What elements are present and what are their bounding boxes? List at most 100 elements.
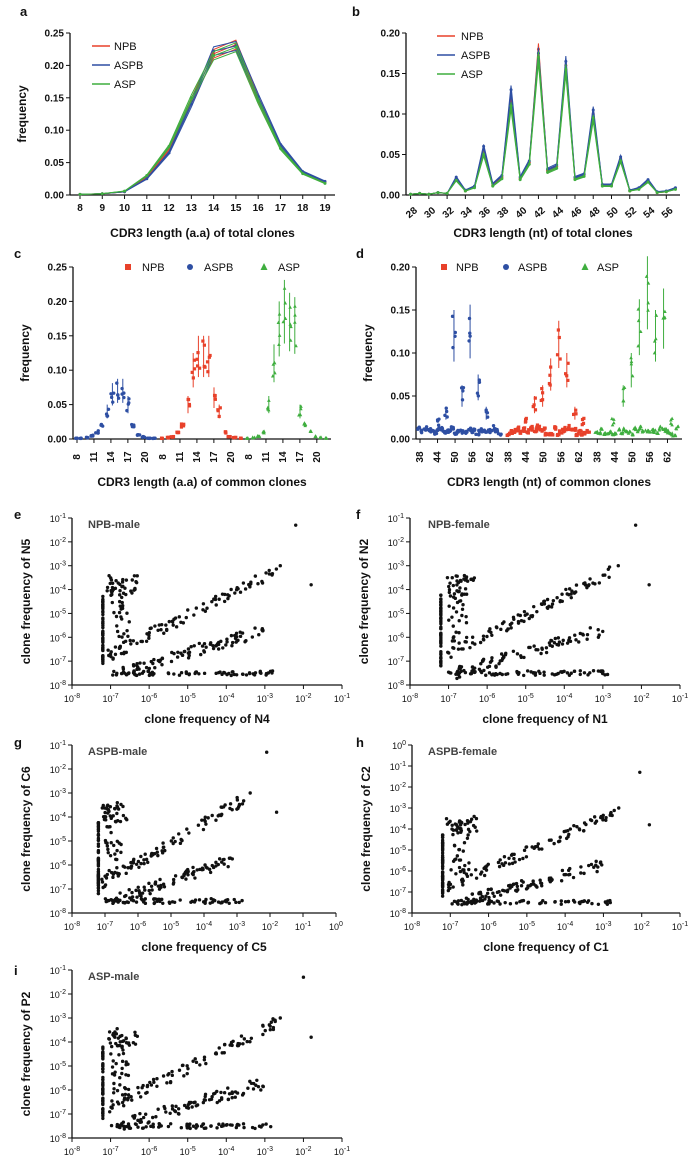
panel-f-data-point xyxy=(495,672,499,677)
panel-i-data-point xyxy=(194,1060,199,1065)
panel-c-data-point xyxy=(151,436,155,441)
panel-d-data-point xyxy=(668,431,672,435)
panel-i-data-point xyxy=(122,1127,126,1131)
panel-e-data-point xyxy=(117,646,122,651)
panel-d-data-point xyxy=(440,426,445,431)
panel-g-data-point xyxy=(180,875,184,879)
panel-e-data-point xyxy=(241,672,245,676)
panel-e-data-point xyxy=(122,650,126,655)
panel-g-data-point xyxy=(96,842,101,846)
panel-d-data-point xyxy=(673,433,678,437)
panel-f-x-tick-label: 10-6 xyxy=(479,693,495,704)
panel-d-data-point xyxy=(596,431,601,435)
panel-e-data-point xyxy=(253,574,258,578)
panel-c-data-point xyxy=(208,353,212,358)
panel-c-data-point xyxy=(192,358,197,362)
panel-f-data-point xyxy=(458,578,463,583)
panel-d-data-point xyxy=(517,425,521,429)
panel-g-data-point xyxy=(100,880,105,884)
panel-g-data-point xyxy=(200,867,204,872)
panel-b-data-point xyxy=(454,175,458,179)
panel-d-data-point xyxy=(424,426,428,430)
panel-f-data-point xyxy=(578,669,582,673)
panel-i-data-point xyxy=(249,1036,254,1040)
panel-e-data-point xyxy=(120,606,125,611)
panel-g-data-point xyxy=(138,893,142,897)
panel-e-data-point xyxy=(227,671,231,676)
panel-e-data-point xyxy=(152,657,156,662)
panel-i-data-point xyxy=(121,1103,126,1108)
panel-f-y-tick-label: 10-2 xyxy=(388,537,404,548)
panel-c-y-tick-label: 0.10 xyxy=(48,366,68,377)
panel-g-data-point xyxy=(103,838,108,843)
panel-g-data-point xyxy=(131,861,135,865)
panel-g-data-point xyxy=(143,852,147,856)
panel-e-data-point xyxy=(208,642,213,647)
panel-h-data-point xyxy=(474,816,479,821)
panel-e-data-point xyxy=(115,629,120,634)
panel-e-data-point xyxy=(121,577,125,582)
panel-i-data-point xyxy=(217,1046,221,1050)
panel-h-data-point xyxy=(609,810,613,815)
panel-g-data-point xyxy=(209,896,213,901)
panel-d-data-point xyxy=(469,428,473,433)
panel-h-data-point xyxy=(484,894,488,898)
panel-h-data-point xyxy=(502,855,507,859)
panel-g-y-tick-label: 10-8 xyxy=(50,908,66,919)
panel-d-data-point xyxy=(533,408,538,412)
panel-d-x-tick-label: 56 xyxy=(556,451,567,463)
panel-f-data-point xyxy=(490,673,494,677)
panel-h-data-point xyxy=(469,873,474,877)
panel-f-data-point xyxy=(555,596,559,600)
panel-b-x-tick-label: 34 xyxy=(459,205,475,221)
panel-f-data-point xyxy=(539,651,543,656)
panel-h-data-point xyxy=(548,880,553,884)
panel-e-data-point xyxy=(120,595,124,600)
panel-d-data-point xyxy=(537,424,542,428)
panel-e-data-point xyxy=(244,673,249,677)
panel-i-data-point xyxy=(170,1104,175,1108)
panel-i-data-point xyxy=(123,1087,128,1091)
panel-i-data-point xyxy=(177,1112,181,1116)
panel-e-data-point xyxy=(174,625,179,629)
panel-i-data-point xyxy=(121,1124,126,1128)
panel-c-data-point xyxy=(213,394,217,398)
panel-e-x-tick-label: 10-5 xyxy=(180,693,196,704)
panel-i-data-point xyxy=(129,1094,133,1099)
panel-i-data-point xyxy=(133,1113,137,1118)
panel-d-data-point xyxy=(449,427,454,431)
panel-d-y-tick-label: 0.05 xyxy=(391,392,411,403)
panel-g-data-point xyxy=(106,808,111,812)
panel-e-data-point xyxy=(186,647,191,651)
panel-i-data-point xyxy=(101,1064,105,1068)
panel-f-data-point xyxy=(567,587,572,591)
panel-f-data-point xyxy=(481,658,485,663)
panel-a-x-tick-label: 13 xyxy=(186,203,198,214)
panel-h-data-point xyxy=(513,860,517,864)
panel-i-data-point xyxy=(138,1095,143,1099)
panel-e-data-point xyxy=(160,622,164,627)
panel-e-data-point xyxy=(112,669,116,674)
panel-h-data-point xyxy=(558,835,562,839)
panel-g-data-point xyxy=(121,813,126,818)
panel-i-data-point xyxy=(101,1070,105,1074)
panel-c-data-point xyxy=(255,434,260,438)
panel-e-data-point xyxy=(216,647,221,651)
panel-i-data-point xyxy=(241,1042,245,1046)
panel-i-data-point xyxy=(141,1083,145,1088)
panel-h-data-point xyxy=(503,861,508,865)
panel-g-data-point xyxy=(117,898,122,903)
panel-e-data-point xyxy=(140,671,145,675)
panel-e-data-point xyxy=(260,581,265,585)
panel-e-data-point xyxy=(214,603,218,607)
panel-f-data-point xyxy=(489,630,493,635)
panel-h-data-point xyxy=(559,879,564,883)
panel-g-data-point xyxy=(115,866,119,870)
panel-g-data-point xyxy=(180,838,184,843)
panel-d-data-point xyxy=(538,428,543,432)
panel-e-data-point xyxy=(135,641,139,646)
panel-h-data-point xyxy=(512,852,516,857)
panel-e-data-point xyxy=(120,604,125,608)
panel-h-data-point xyxy=(450,827,454,831)
panel-b-data-point xyxy=(646,178,650,182)
